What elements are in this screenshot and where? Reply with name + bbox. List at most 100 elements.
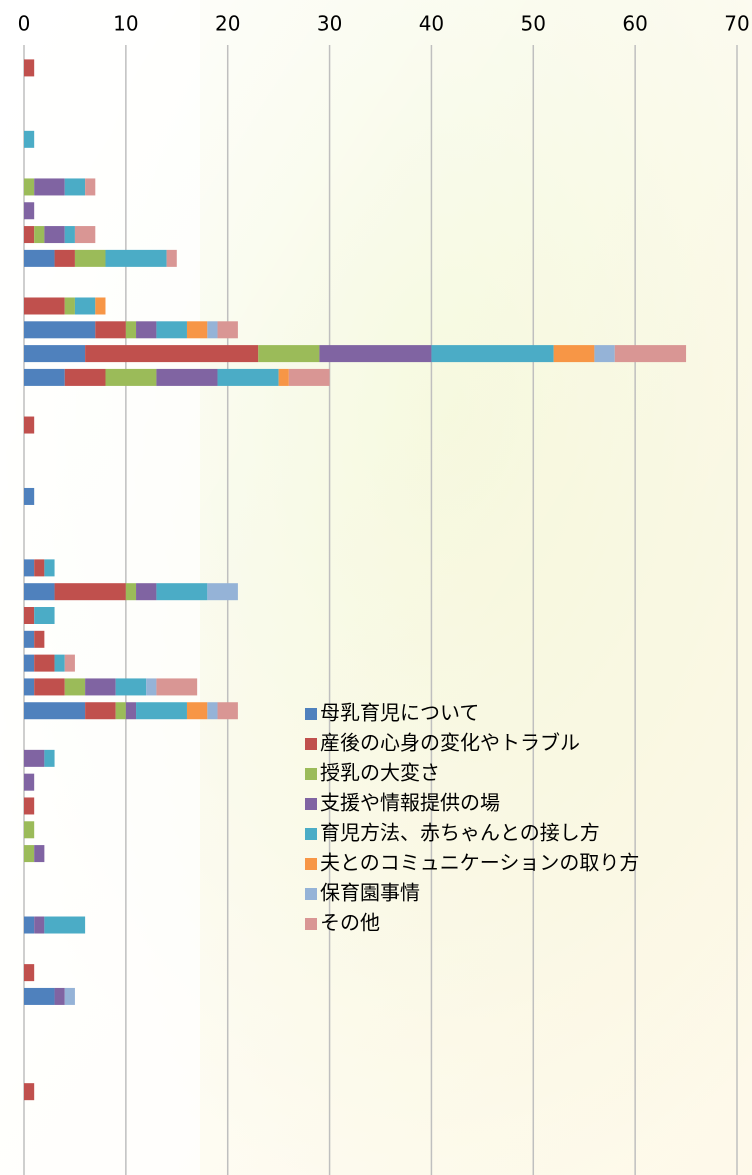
x-tick-label: 10 bbox=[113, 12, 138, 36]
bar-segment bbox=[594, 345, 615, 363]
bar-segment bbox=[156, 583, 208, 601]
bar-segment bbox=[85, 678, 116, 696]
bar-segment bbox=[34, 178, 65, 196]
bar-segment bbox=[54, 249, 75, 267]
bar-segment bbox=[24, 368, 65, 386]
legend-label: 育児方法、赤ちゃんとの接し方 bbox=[320, 821, 600, 845]
bar-segment bbox=[24, 59, 35, 77]
legend-swatch bbox=[305, 798, 317, 810]
bar-segment bbox=[24, 297, 65, 315]
bar-segment bbox=[207, 321, 218, 339]
bar-segment bbox=[44, 559, 55, 577]
bar-segment bbox=[54, 654, 65, 672]
bar-segment bbox=[146, 678, 157, 696]
bar-segment bbox=[24, 630, 35, 648]
bar-segment bbox=[115, 678, 147, 696]
bar-segment bbox=[54, 583, 126, 601]
x-tick-label: 30 bbox=[317, 12, 342, 36]
bar-segment bbox=[24, 607, 35, 624]
bar-segment bbox=[125, 702, 137, 720]
bar-segment bbox=[64, 987, 75, 1005]
legend-swatch bbox=[305, 918, 317, 930]
bar-segment bbox=[95, 297, 106, 315]
bar-segment bbox=[207, 583, 238, 601]
bar-segment bbox=[125, 321, 137, 339]
bar-segment bbox=[431, 345, 554, 363]
legend-swatch bbox=[305, 738, 317, 750]
legend-label: その他 bbox=[320, 911, 380, 935]
x-tick-label: 60 bbox=[622, 12, 647, 36]
bar-segment bbox=[24, 321, 96, 339]
bar-segment bbox=[34, 654, 55, 672]
bar-segment bbox=[288, 368, 330, 386]
bar-segment bbox=[186, 321, 208, 339]
bar-segment bbox=[125, 583, 137, 601]
legend-swatch bbox=[305, 708, 317, 720]
legend-swatch bbox=[305, 768, 317, 780]
bar-segment bbox=[34, 630, 45, 648]
bar-segment bbox=[24, 178, 35, 196]
bar-segment bbox=[34, 559, 45, 577]
x-tick-label: 70 bbox=[724, 12, 749, 36]
bar-segment bbox=[85, 345, 259, 363]
bar-segment bbox=[24, 559, 35, 577]
bar-segment bbox=[105, 368, 157, 386]
bar-segment bbox=[34, 607, 55, 624]
bar-segment bbox=[553, 345, 595, 363]
bar-segment bbox=[24, 678, 35, 696]
bar-segment bbox=[156, 678, 198, 696]
legend-label: 産後の心身の変化やトラブル bbox=[320, 731, 580, 755]
bar-segment bbox=[85, 178, 96, 196]
x-tick-label: 0 bbox=[18, 12, 31, 36]
bar-segment bbox=[64, 297, 75, 315]
bar-segment bbox=[24, 964, 35, 982]
bar-segment bbox=[166, 249, 177, 267]
x-tick-label: 50 bbox=[521, 12, 546, 36]
bar-segment bbox=[217, 368, 279, 386]
bar-segment bbox=[24, 654, 35, 672]
bar-segment bbox=[24, 1083, 35, 1101]
bar-segment bbox=[34, 226, 45, 244]
bar-segment bbox=[74, 249, 106, 267]
bar-segment bbox=[24, 821, 35, 839]
bar-segment bbox=[85, 702, 116, 720]
bar-segment bbox=[614, 345, 687, 363]
bar-segment bbox=[24, 202, 35, 220]
bar-segment bbox=[64, 654, 75, 672]
legend-label: 夫とのコミュニケーションの取り方 bbox=[320, 851, 639, 875]
bar-segment bbox=[95, 321, 126, 339]
bar-segment bbox=[24, 487, 35, 505]
bar-segment bbox=[24, 345, 86, 363]
bar-segment bbox=[24, 249, 55, 267]
bar-segment bbox=[186, 702, 208, 720]
bar-segment bbox=[44, 226, 65, 244]
bar-segment bbox=[24, 773, 35, 791]
bar-segment bbox=[34, 916, 45, 934]
bar-segment bbox=[24, 583, 55, 601]
bar-segment bbox=[54, 987, 65, 1005]
x-tick-label: 20 bbox=[215, 12, 240, 36]
legend-swatch bbox=[305, 858, 317, 870]
bar-segment bbox=[136, 583, 157, 601]
legend-swatch bbox=[305, 888, 317, 900]
bar-segment bbox=[24, 702, 86, 720]
legend-label: 保育園事情 bbox=[320, 881, 420, 905]
bar-segment bbox=[34, 678, 65, 696]
x-tick-label: 40 bbox=[419, 12, 444, 36]
legend-label: 母乳育児について bbox=[320, 701, 479, 725]
bar-segment bbox=[136, 702, 187, 720]
bar-segment bbox=[44, 916, 86, 934]
bar-segment bbox=[319, 345, 432, 363]
legend-label: 支援や情報提供の場 bbox=[320, 791, 500, 815]
bar-segment bbox=[278, 368, 289, 386]
bar-segment bbox=[64, 226, 75, 244]
bar-segment bbox=[74, 297, 96, 315]
bar-segment bbox=[24, 797, 35, 815]
bar-segment bbox=[217, 321, 238, 339]
bar-segment bbox=[24, 987, 55, 1005]
bar-segment bbox=[64, 178, 86, 196]
bar-segment bbox=[207, 702, 218, 720]
bar-segment bbox=[24, 845, 35, 863]
bar-segment bbox=[24, 749, 45, 767]
